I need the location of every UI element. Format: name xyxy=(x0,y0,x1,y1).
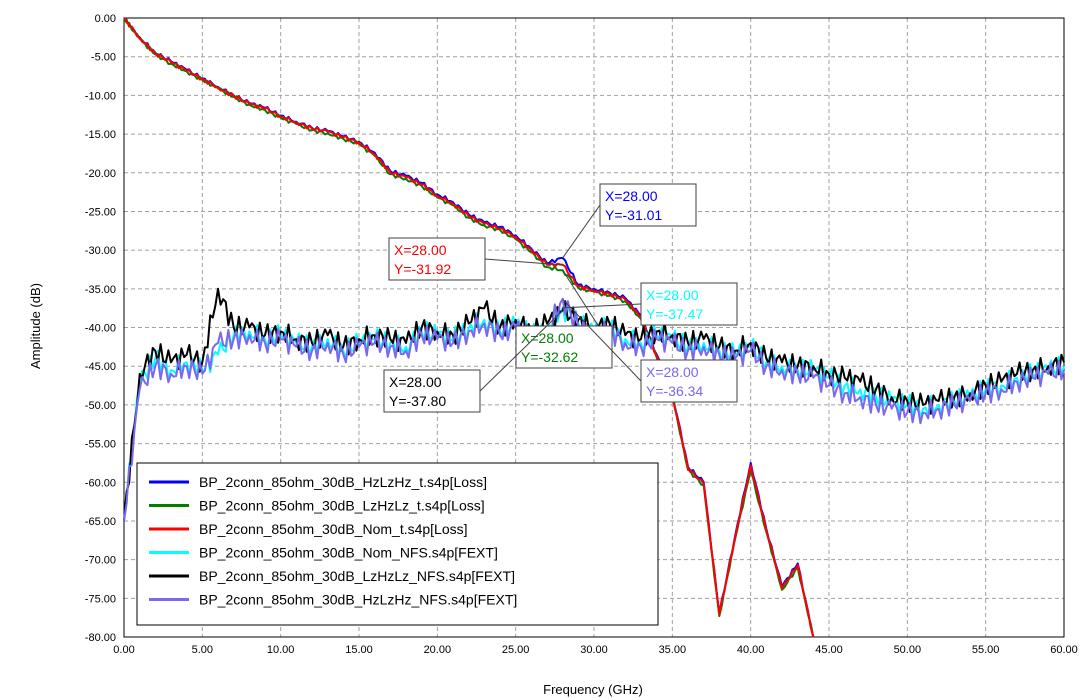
y-tick-label: -35.00 xyxy=(85,284,116,296)
y-tick-label: 0.00 xyxy=(95,13,116,25)
x-tick-label: 20.00 xyxy=(424,644,452,656)
y-tick-label: -80.00 xyxy=(85,632,116,644)
y-tick-label: -15.00 xyxy=(85,129,116,141)
y-tick-label: -25.00 xyxy=(85,206,116,218)
annotation-x-text: X=28.00 xyxy=(646,364,699,380)
plot-frame xyxy=(123,17,1065,638)
x-tick-label: 60.00 xyxy=(1050,644,1078,656)
annotation-y-text: Y=-31.01 xyxy=(605,207,662,223)
y-tick-label: -10.00 xyxy=(85,90,116,102)
annotation-box xyxy=(640,359,738,403)
x-tick-label: 50.00 xyxy=(894,644,922,656)
annotation-x-text: X=28.00 xyxy=(646,287,699,303)
annotation-y-text: Y=-36.34 xyxy=(646,383,703,399)
legend-label: BP_2conn_85ohm_30dB_Nom_t.s4p[Loss] xyxy=(199,521,468,537)
annotation-box xyxy=(383,369,481,413)
y-tick-label: -65.00 xyxy=(85,516,116,528)
x-tick-label: 0.00 xyxy=(113,644,134,656)
annotation-box xyxy=(388,237,486,281)
legend-label: BP_2conn_85ohm_30dB_LzHzLz_t.s4p[Loss] xyxy=(199,498,485,514)
annotation-leader xyxy=(479,310,564,392)
x-tick-label: 55.00 xyxy=(972,644,1000,656)
y-tick-label: -30.00 xyxy=(85,245,116,257)
y-tick-label: -70.00 xyxy=(85,555,116,567)
annotation-y-text: Y=-37.80 xyxy=(389,393,446,409)
legend-label: BP_2conn_85ohm_30dB_Nom_NFS.s4p[FEXT] xyxy=(199,545,498,561)
x-tick-label: 15.00 xyxy=(345,644,373,656)
y-tick-label: -50.00 xyxy=(85,400,116,412)
annotation-box xyxy=(599,183,697,227)
y-tick-label: -75.00 xyxy=(85,593,116,605)
annotation-box xyxy=(515,325,613,369)
y-tick-label: -5.00 xyxy=(91,52,116,64)
annotation-x-text: X=28.00 xyxy=(394,242,447,258)
legend-label: BP_2conn_85ohm_30dB_HzLzHz_NFS.s4p[FEXT] xyxy=(199,592,517,608)
annotation-leader xyxy=(562,204,601,259)
annotation-leader xyxy=(484,258,563,266)
y-tick-label: -40.00 xyxy=(85,323,116,335)
annotation-y-text: Y=-31.92 xyxy=(394,261,451,277)
axes: 0.00 5.00 10.00 15.00 20.00 25.00 30.00 35.00 40… xyxy=(85,13,1078,656)
annotation-x-text: X=28.00 xyxy=(605,188,658,204)
annotation-y-text: Y=-37.47 xyxy=(646,306,703,322)
x-tick-label: 30.00 xyxy=(580,644,608,656)
legend: BP_2conn_85ohm_30dB_HzLzHz_t.s4p[Loss] BP… xyxy=(136,462,659,626)
y-tick-label: -55.00 xyxy=(85,439,116,451)
annotations: X=28.00 Y=-31.01 X=28.00 Y=-31.92 X=28.00 Y=-… xyxy=(383,183,738,413)
annotation-x-text: X=28.00 xyxy=(521,330,574,346)
y-tick-label: -45.00 xyxy=(85,361,116,373)
legend-box xyxy=(136,462,659,626)
y-tick-label: -60.00 xyxy=(85,477,116,489)
x-tick-label: 45.00 xyxy=(815,644,843,656)
y-axis-title: Amplitude (dB) xyxy=(28,283,43,369)
legend-label: BP_2conn_85ohm_30dB_HzLzHz_t.s4p[Loss] xyxy=(199,474,487,490)
annotation-leader xyxy=(562,298,642,382)
x-tick-label: 40.00 xyxy=(737,644,765,656)
x-tick-label: 35.00 xyxy=(659,644,687,656)
y-tick-label: -20.00 xyxy=(85,168,116,180)
annotation-x-text: X=28.00 xyxy=(389,374,442,390)
x-axis-title: Frequency (GHz) xyxy=(543,682,643,697)
legend-label: BP_2conn_85ohm_30dB_LzHzLz_NFS.s4p[FEXT] xyxy=(199,568,515,584)
x-tick-label: 10.00 xyxy=(267,644,295,656)
annotation-y-text: Y=-32.62 xyxy=(521,349,578,365)
series-line xyxy=(123,17,815,638)
annotation-leader xyxy=(562,303,642,309)
x-tick-label: 5.00 xyxy=(192,644,213,656)
annotation-box xyxy=(640,282,738,326)
x-tick-label: 25.00 xyxy=(502,644,530,656)
